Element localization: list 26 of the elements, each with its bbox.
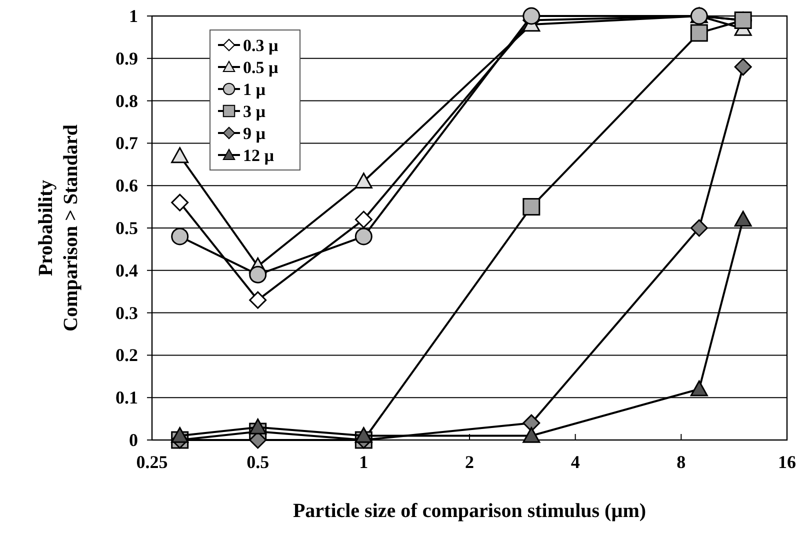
y-tick-label: 0.9 xyxy=(116,48,138,68)
legend-label: 1 µ xyxy=(243,80,266,99)
x-axis-title: Particle size of comparison stimulus (µm) xyxy=(292,500,646,522)
x-tick-label: 16 xyxy=(778,452,796,472)
x-tick-label: 1 xyxy=(359,452,368,472)
x-tick-label: 0.25 xyxy=(136,452,168,472)
legend-label: 0.3 µ xyxy=(243,36,278,55)
y-tick-label: 0.2 xyxy=(116,345,138,366)
legend-label: 9 µ xyxy=(243,124,266,143)
x-tick-label: 4 xyxy=(570,452,580,472)
x-tick-label: 8 xyxy=(676,452,686,472)
legend-label: 12 µ xyxy=(243,146,274,165)
legend-label: 0.5 µ xyxy=(243,58,278,77)
y-tick-label: 0.8 xyxy=(116,90,138,111)
y-tick-label: 0.3 xyxy=(116,302,138,323)
y-tick-label: 0.6 xyxy=(116,176,138,196)
x-tick-label: 2 xyxy=(465,452,474,472)
y-tick-label: 0.5 xyxy=(116,218,138,238)
y-tick-label: 0.1 xyxy=(116,388,138,408)
legend-label: 3 µ xyxy=(243,102,266,121)
y-tick-label: 1 xyxy=(129,6,138,26)
y-tick-label: 0.7 xyxy=(116,133,138,154)
y-tick-label: 0.4 xyxy=(116,260,138,280)
x-tick-label: 0.5 xyxy=(246,452,270,472)
y-axis-title: Probability Comparison > Standard xyxy=(35,124,82,332)
y-tick-label: 0 xyxy=(129,430,138,450)
